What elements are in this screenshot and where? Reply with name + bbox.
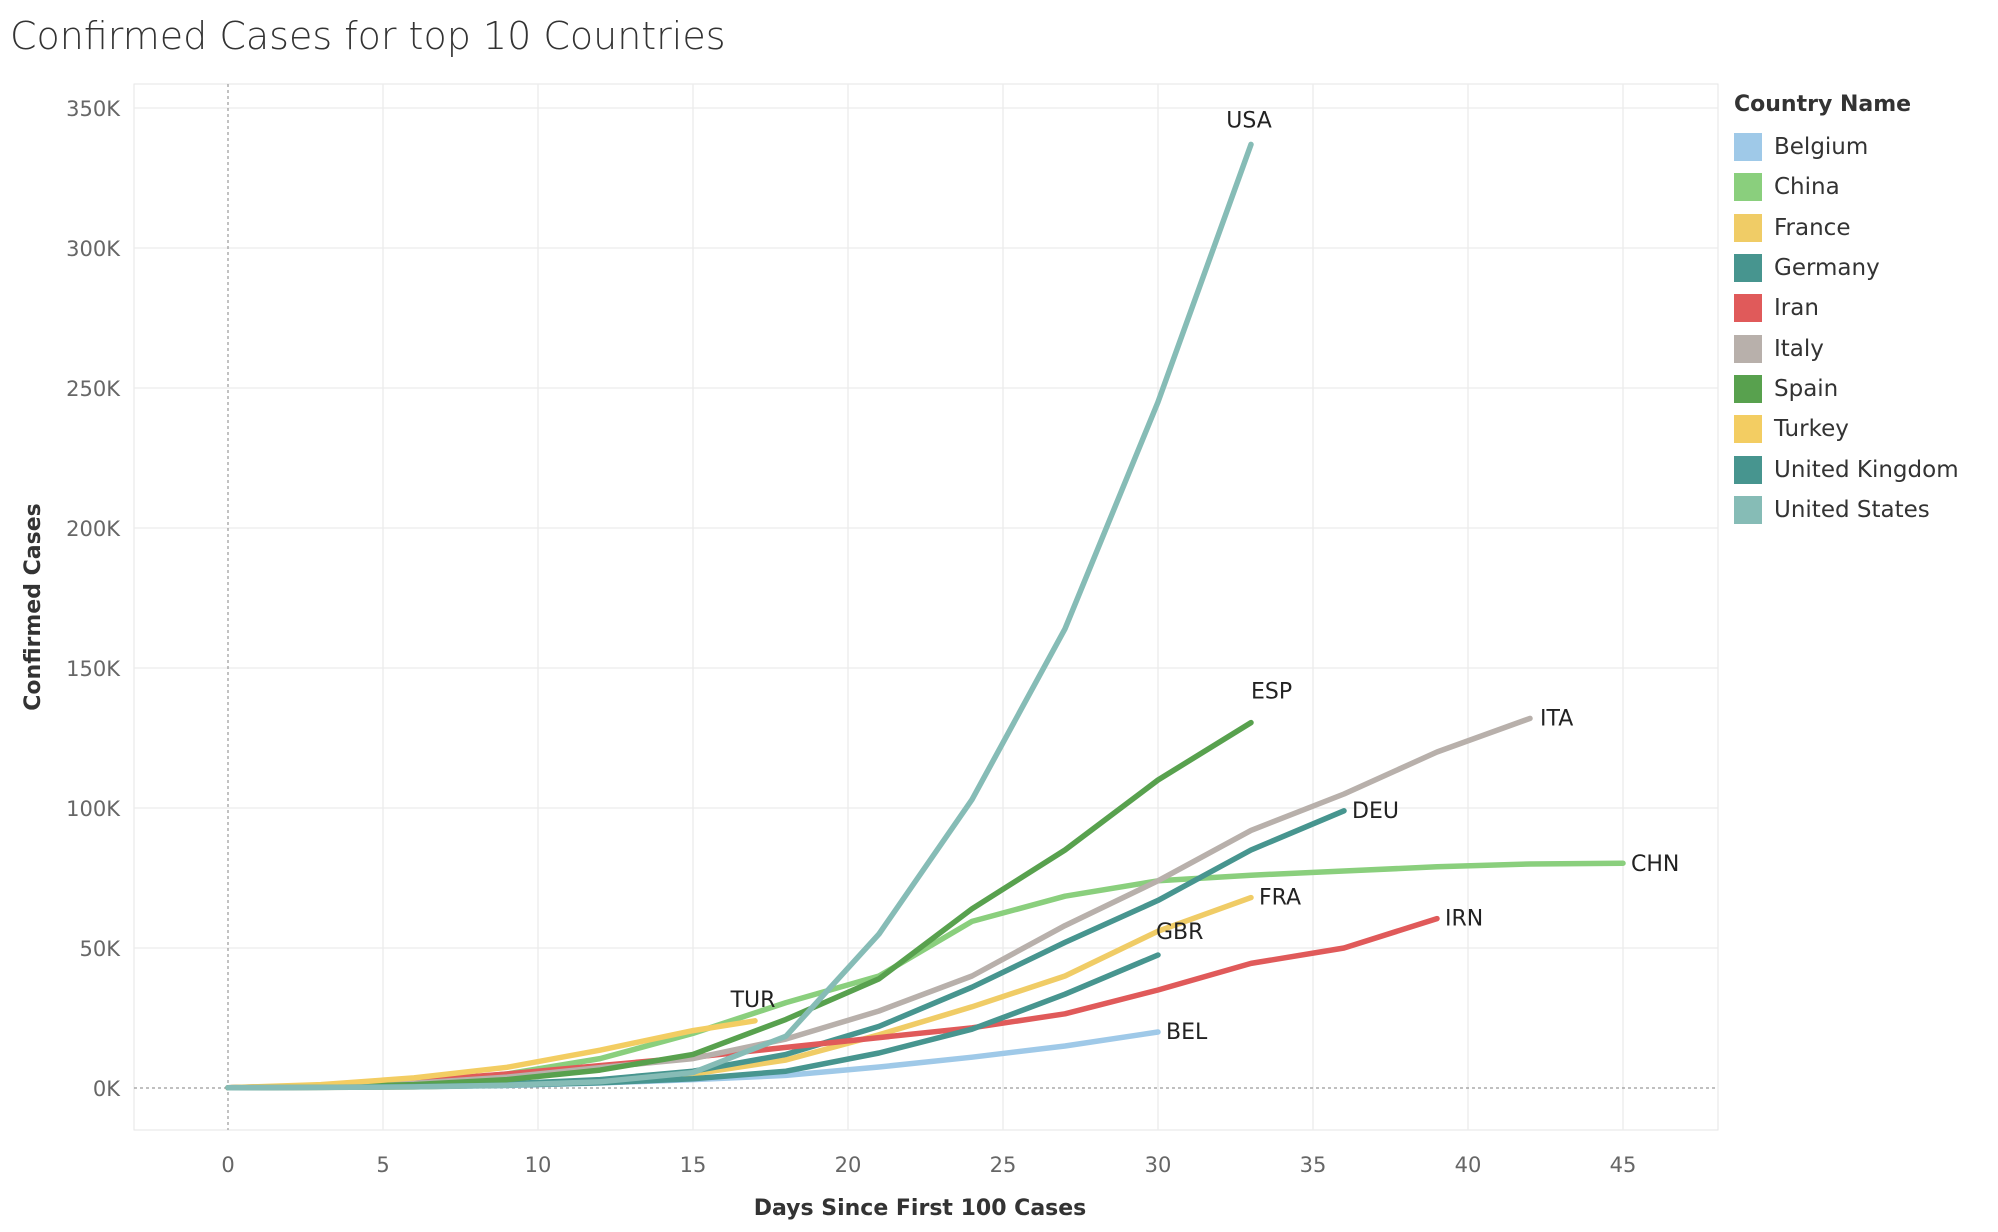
legend-items: Belgium China France Germany Iran Italy Spain T… [1734, 127, 1984, 530]
series-line-usa [225, 141, 1254, 1091]
x-tick-label: 20 [835, 1153, 862, 1177]
legend-item[interactable]: Turkey [1734, 409, 1984, 449]
series-end-label: TUR [730, 988, 776, 1013]
x-axis-title: Days Since First 100 Cases [754, 1196, 1087, 1221]
legend-swatch [1734, 455, 1762, 484]
grid-lines [134, 84, 1718, 1130]
legend-label: Spain [1774, 375, 1839, 402]
legend-swatch [1734, 334, 1762, 363]
plot-border [133, 83, 1719, 1131]
series-line-chn [225, 860, 1626, 1091]
series-end-label: ESP [1251, 680, 1292, 705]
y-tick-label: 250K [66, 377, 121, 401]
legend-swatch [1734, 495, 1762, 524]
legend-swatch [1734, 133, 1762, 162]
legend-item[interactable]: Italy [1734, 328, 1984, 368]
legend-item[interactable]: United Kingdom [1734, 449, 1984, 489]
series-line-esp [225, 719, 1254, 1091]
y-tick-label: 150K [66, 657, 121, 681]
legend-label: Belgium [1774, 134, 1869, 161]
series-end-label: DEU [1352, 799, 1399, 824]
legend-item[interactable]: Germany [1734, 248, 1984, 288]
legend-label: Turkey [1774, 416, 1849, 443]
series-end-label: CHN [1631, 852, 1679, 877]
y-tick-label: 100K [66, 797, 121, 821]
zero-reference-lines [134, 84, 1718, 1130]
y-tick-label: 50K [80, 937, 122, 961]
chart-title: Confirmed Cases for top 10 Countries [10, 14, 726, 58]
legend-item[interactable]: Belgium [1734, 127, 1984, 167]
legend-item[interactable]: Iran [1734, 288, 1984, 328]
y-tick-label: 200K [66, 517, 121, 541]
series-end-label: BEL [1166, 1020, 1208, 1045]
series-line-tur [225, 1018, 758, 1091]
y-tick-label: 300K [66, 237, 121, 261]
x-tick-label: 5 [376, 1153, 389, 1177]
y-tick-label: 0K [93, 1077, 121, 1101]
legend-label: United States [1774, 496, 1930, 523]
y-tick-label: 350K [66, 97, 121, 121]
x-tick-label: 40 [1455, 1153, 1482, 1177]
x-tick-label: 15 [680, 1153, 707, 1177]
series-end-label: USA [1226, 108, 1272, 133]
x-tick-label: 35 [1300, 1153, 1327, 1177]
x-tick-label: 0 [221, 1153, 234, 1177]
legend-label: United Kingdom [1774, 456, 1959, 483]
legend-swatch [1734, 254, 1762, 283]
x-tick-label: 45 [1610, 1153, 1637, 1177]
legend-label: Germany [1774, 255, 1880, 282]
legend-swatch [1734, 415, 1762, 444]
legend-item[interactable]: Spain [1734, 369, 1984, 409]
legend-label: China [1774, 174, 1840, 201]
x-tick-label: 30 [1145, 1153, 1172, 1177]
legend-swatch [1734, 173, 1762, 202]
legend-item[interactable]: United States [1734, 490, 1984, 530]
legend: Country Name Belgium China France Germany Ir… [1734, 92, 1984, 530]
legend-item[interactable]: China [1734, 167, 1984, 207]
legend-label: Iran [1774, 295, 1819, 322]
series-lines [225, 141, 1626, 1091]
legend-title: Country Name [1734, 92, 1912, 117]
series-end-labels: BEL CHN FRA DEU IRN ITA ESP TUR GBR USA [730, 108, 1680, 1045]
series-end-label: IRN [1445, 907, 1483, 932]
legend-swatch [1734, 294, 1762, 323]
legend-label: Italy [1774, 335, 1824, 362]
axis-ticks: 0K 50K 100K 150K 200K 250K 300K 350K 0 5 10 15 20 25 3… [66, 97, 1636, 1177]
plot-frame [133, 83, 1719, 1131]
legend-swatch [1734, 213, 1762, 242]
legend-item[interactable]: France [1734, 208, 1984, 248]
series-end-label: ITA [1540, 706, 1573, 731]
legend-label: France [1774, 214, 1851, 241]
x-tick-label: 10 [525, 1153, 552, 1177]
legend-swatch [1734, 374, 1762, 403]
x-tick-label: 25 [990, 1153, 1017, 1177]
line-chart: 0K 50K 100K 150K 200K 250K 300K 350K 0 5 10 15 20 25 3… [21, 83, 1719, 1221]
series-end-label: GBR [1156, 920, 1203, 945]
series-end-label: FRA [1259, 886, 1301, 911]
y-axis-title: Confirmed Cases [21, 503, 46, 710]
